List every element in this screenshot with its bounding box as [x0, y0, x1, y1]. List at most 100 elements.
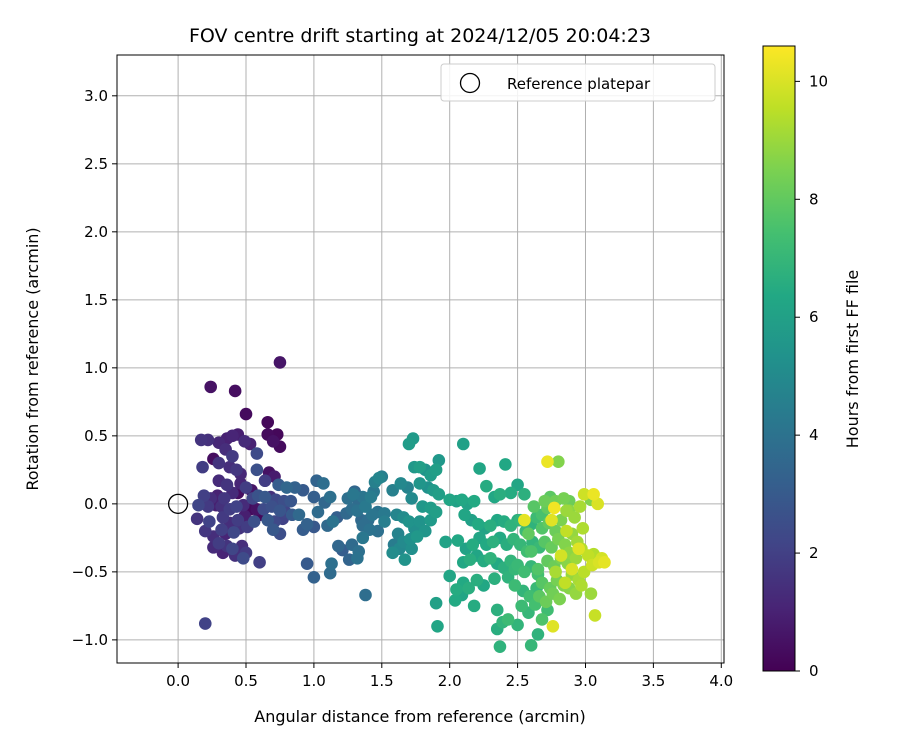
grid-lines [117, 55, 724, 663]
data-point [553, 592, 566, 606]
data-point [443, 493, 456, 507]
data-point [598, 556, 611, 569]
data-point [239, 481, 253, 494]
data-point [413, 477, 427, 490]
data-point [405, 492, 418, 505]
data-point [515, 599, 528, 613]
data-point [490, 603, 504, 617]
data-point [538, 494, 552, 508]
data-point [493, 640, 507, 653]
data-point [480, 479, 493, 493]
data-point [212, 456, 226, 470]
data-point [220, 478, 234, 492]
data-point [413, 460, 427, 474]
data-point [378, 515, 391, 528]
data-point [531, 628, 545, 641]
data-point [196, 460, 209, 474]
data-point [273, 504, 287, 517]
x-tick-label: 1.5 [370, 672, 394, 690]
data-point [394, 477, 408, 490]
data-point [488, 572, 501, 585]
colorbar [762, 45, 796, 672]
data-point [236, 551, 250, 565]
data-point [575, 579, 588, 592]
data-point [273, 356, 287, 369]
data-point [443, 569, 456, 583]
x-tick-label: 3.0 [574, 672, 598, 690]
data-point [524, 545, 538, 558]
data-point [226, 429, 239, 443]
data-point [463, 553, 477, 566]
data-point [230, 463, 243, 477]
data-point [300, 517, 314, 531]
colorbar-tick-label: 2 [809, 544, 819, 562]
legend-marker-reference [459, 72, 481, 94]
data-point [226, 449, 239, 463]
y-tick-label: −0.5 [72, 563, 108, 581]
data-point [410, 530, 424, 543]
data-point [300, 557, 314, 571]
data-point [588, 609, 602, 622]
colorbar-tick-label: 8 [809, 190, 819, 208]
colorbar-label: Hours from first FF file [843, 270, 862, 449]
data-point [238, 434, 251, 448]
data-point [405, 542, 418, 556]
data-point [429, 596, 443, 610]
data-point [484, 519, 497, 532]
data-point [398, 553, 412, 566]
data-point [466, 538, 480, 551]
data-point [504, 519, 518, 532]
data-point [451, 534, 465, 547]
data-point [499, 458, 512, 471]
data-point [402, 515, 416, 528]
data-point [584, 587, 598, 600]
data-point [201, 500, 215, 513]
data-point [471, 517, 485, 531]
data-point [587, 488, 600, 501]
data-point [591, 497, 605, 511]
data-point [194, 433, 208, 447]
legend-box [440, 63, 716, 102]
data-point [565, 562, 579, 576]
y-tick-label: 1.5 [84, 291, 108, 309]
colorbar-ticks: 0 2 4 6 8 10 [795, 72, 828, 680]
data-point [317, 477, 330, 490]
data-point [261, 513, 275, 527]
x-tick-label: 2.5 [506, 672, 530, 690]
y-tick-label: −1.0 [72, 631, 108, 649]
data-point [527, 500, 541, 513]
scatter-points [190, 356, 611, 653]
data-point [455, 493, 469, 507]
data-point [546, 619, 560, 633]
data-point [203, 515, 216, 528]
data-point [518, 565, 531, 579]
data-point [212, 537, 226, 550]
colorbar-tick-label: 6 [809, 308, 819, 326]
legend: Reference platepar [440, 63, 716, 102]
data-point [429, 505, 443, 519]
data-point [504, 486, 518, 500]
data-point [197, 489, 211, 502]
x-tick-label: 0.5 [234, 672, 258, 690]
y-tick-label: 1.0 [84, 359, 108, 377]
data-point [250, 463, 264, 477]
data-point [493, 488, 507, 501]
y-tick-label: 3.0 [84, 87, 108, 105]
data-point [473, 462, 486, 475]
data-point [501, 613, 515, 626]
legend-label-reference: Reference platepar [507, 75, 651, 93]
data-point [560, 504, 573, 517]
data-point [253, 556, 266, 569]
data-point [230, 500, 243, 513]
data-point [323, 490, 337, 504]
chart-title: FOV centre drift starting at 2024/12/05 … [189, 25, 651, 47]
reference-platepar-marker [167, 493, 189, 515]
data-point [323, 566, 337, 580]
x-tick-label: 0.0 [166, 672, 190, 690]
data-point [198, 617, 212, 630]
data-point [227, 526, 241, 539]
data-point [511, 618, 524, 632]
data-point [192, 498, 205, 512]
y-tick-label: 0.5 [84, 427, 108, 445]
data-point [470, 573, 484, 587]
